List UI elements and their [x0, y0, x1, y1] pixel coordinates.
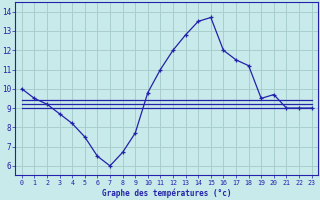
X-axis label: Graphe des températures (°c): Graphe des températures (°c)	[102, 188, 231, 198]
